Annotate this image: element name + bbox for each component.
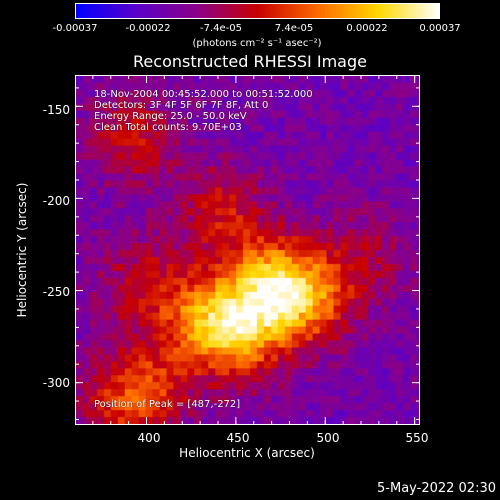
x-tick-label: 500	[316, 431, 340, 445]
y-tick-label: -300	[42, 376, 70, 390]
colorbar-tick: -7.4e-05	[200, 23, 242, 34]
plot-area: 18-Nov-2004 00:45:52.000 to 00:51:52.000…	[75, 75, 420, 425]
y-tick-label: -200	[42, 194, 70, 208]
y-axis-label: Heliocentric Y (arcsec)	[15, 182, 29, 318]
heatmap-image	[76, 76, 419, 424]
x-tick-label: 550	[405, 431, 429, 445]
x-tick-label: 450	[226, 431, 250, 445]
annotation-clean-counts: Clean Total counts: 9.70E+03	[94, 122, 242, 133]
footer-timestamp: 5-May-2022 02:30	[377, 481, 496, 496]
chart-title: Reconstructed RHESSI Image	[133, 52, 367, 71]
colorbar-tick: 7.4e-05	[274, 23, 314, 34]
colorbar-tick: 0.00022	[346, 23, 388, 34]
colorbar-units: (photons cm⁻² s⁻¹ asec⁻²)	[192, 38, 322, 49]
x-tick-label: 400	[137, 431, 161, 445]
colorbar	[75, 3, 440, 19]
x-axis-label: Heliocentric X (arcsec)	[179, 446, 315, 460]
annotation-energy-range: Energy Range: 25.0 - 50.0 keV	[94, 111, 247, 122]
annotation-time-range: 18-Nov-2004 00:45:52.000 to 00:51:52.000	[94, 89, 313, 100]
y-tick-label: -250	[42, 285, 70, 299]
colorbar-tick: -0.00037	[52, 23, 98, 34]
annotation-peak-position: Position of Peak = [487,-272]	[94, 399, 241, 410]
y-tick-label: -150	[42, 103, 70, 117]
colorbar-tick: -0.00022	[125, 23, 171, 34]
colorbar-tick: 0.00037	[419, 23, 461, 34]
annotation-detectors: Detectors: 3F 4F 5F 6F 7F 8F, Att 0	[94, 100, 269, 111]
